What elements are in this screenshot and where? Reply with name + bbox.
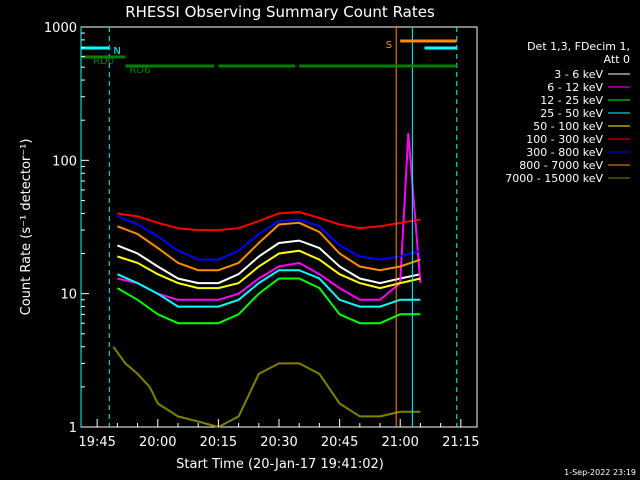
x-tick-label-1: 20:00 (139, 435, 176, 450)
y-tick-label-2: 100 (52, 154, 77, 169)
x-tick-label-5: 21:00 (381, 435, 418, 450)
legend-label-3: 25 - 50 keV (540, 107, 603, 120)
y-axis-label: Count Rate (s⁻¹ detector⁻¹) (19, 139, 34, 316)
state-label-rd6: RD6 (129, 65, 150, 76)
x-tick-label-2: 20:15 (200, 435, 237, 450)
state-label-rd0: RD0 (93, 56, 114, 67)
legend-label-6: 300 - 800 keV (526, 146, 603, 159)
series-line-6 (117, 215, 421, 261)
legend-label-2: 12 - 25 keV (540, 94, 603, 107)
vertical-lines (80, 27, 458, 427)
series-line-1 (117, 133, 422, 301)
legend-label-5: 100 - 300 keV (526, 133, 603, 146)
series-line-4 (117, 249, 421, 290)
y-tick-label-0: 1 (69, 421, 77, 436)
x-tick-label-6: 21:15 (442, 435, 479, 450)
y-tick-label-1: 10 (60, 288, 77, 303)
y-axis: 1 10 100 1000 (44, 21, 89, 436)
legend-label-1: 6 - 12 keV (547, 81, 603, 94)
series-line-2 (116, 277, 421, 325)
legend-header-0: Det 1,3, FDecim 1, (527, 40, 630, 53)
legend-label-8: 7000 - 15000 keV (505, 172, 603, 185)
footer-date: 1-Sep-2022 23:19 (564, 468, 636, 477)
series-line-0 (117, 239, 421, 285)
state-label-n: N (113, 46, 120, 57)
series-line-7 (117, 221, 421, 272)
legend-label-0: 3 - 6 keV (554, 68, 603, 81)
y-tick-label-3: 1000 (44, 21, 77, 36)
series-line-3 (116, 269, 421, 308)
legend-label-7: 800 - 7000 keV (519, 159, 603, 172)
chart-title: RHESSI Observing Summary Count Rates (125, 3, 435, 21)
x-tick-label-3: 20:30 (260, 435, 297, 450)
series-layer (112, 133, 422, 429)
state-label-s: S (386, 40, 392, 51)
legend-label-4: 50 - 100 keV (533, 120, 603, 133)
x-tick-label-0: 19:45 (78, 435, 115, 450)
legend-header-1: Att 0 (604, 53, 630, 66)
series-line-5 (117, 210, 421, 232)
x-axis-label: Start Time (20-Jan-17 19:41:02) (176, 457, 384, 472)
series-line-8 (112, 346, 421, 429)
x-axis: 19:45 20:00 20:15 20:30 20:45 21:00 21:15 (78, 419, 480, 450)
x-tick-label-4: 20:45 (321, 435, 358, 450)
